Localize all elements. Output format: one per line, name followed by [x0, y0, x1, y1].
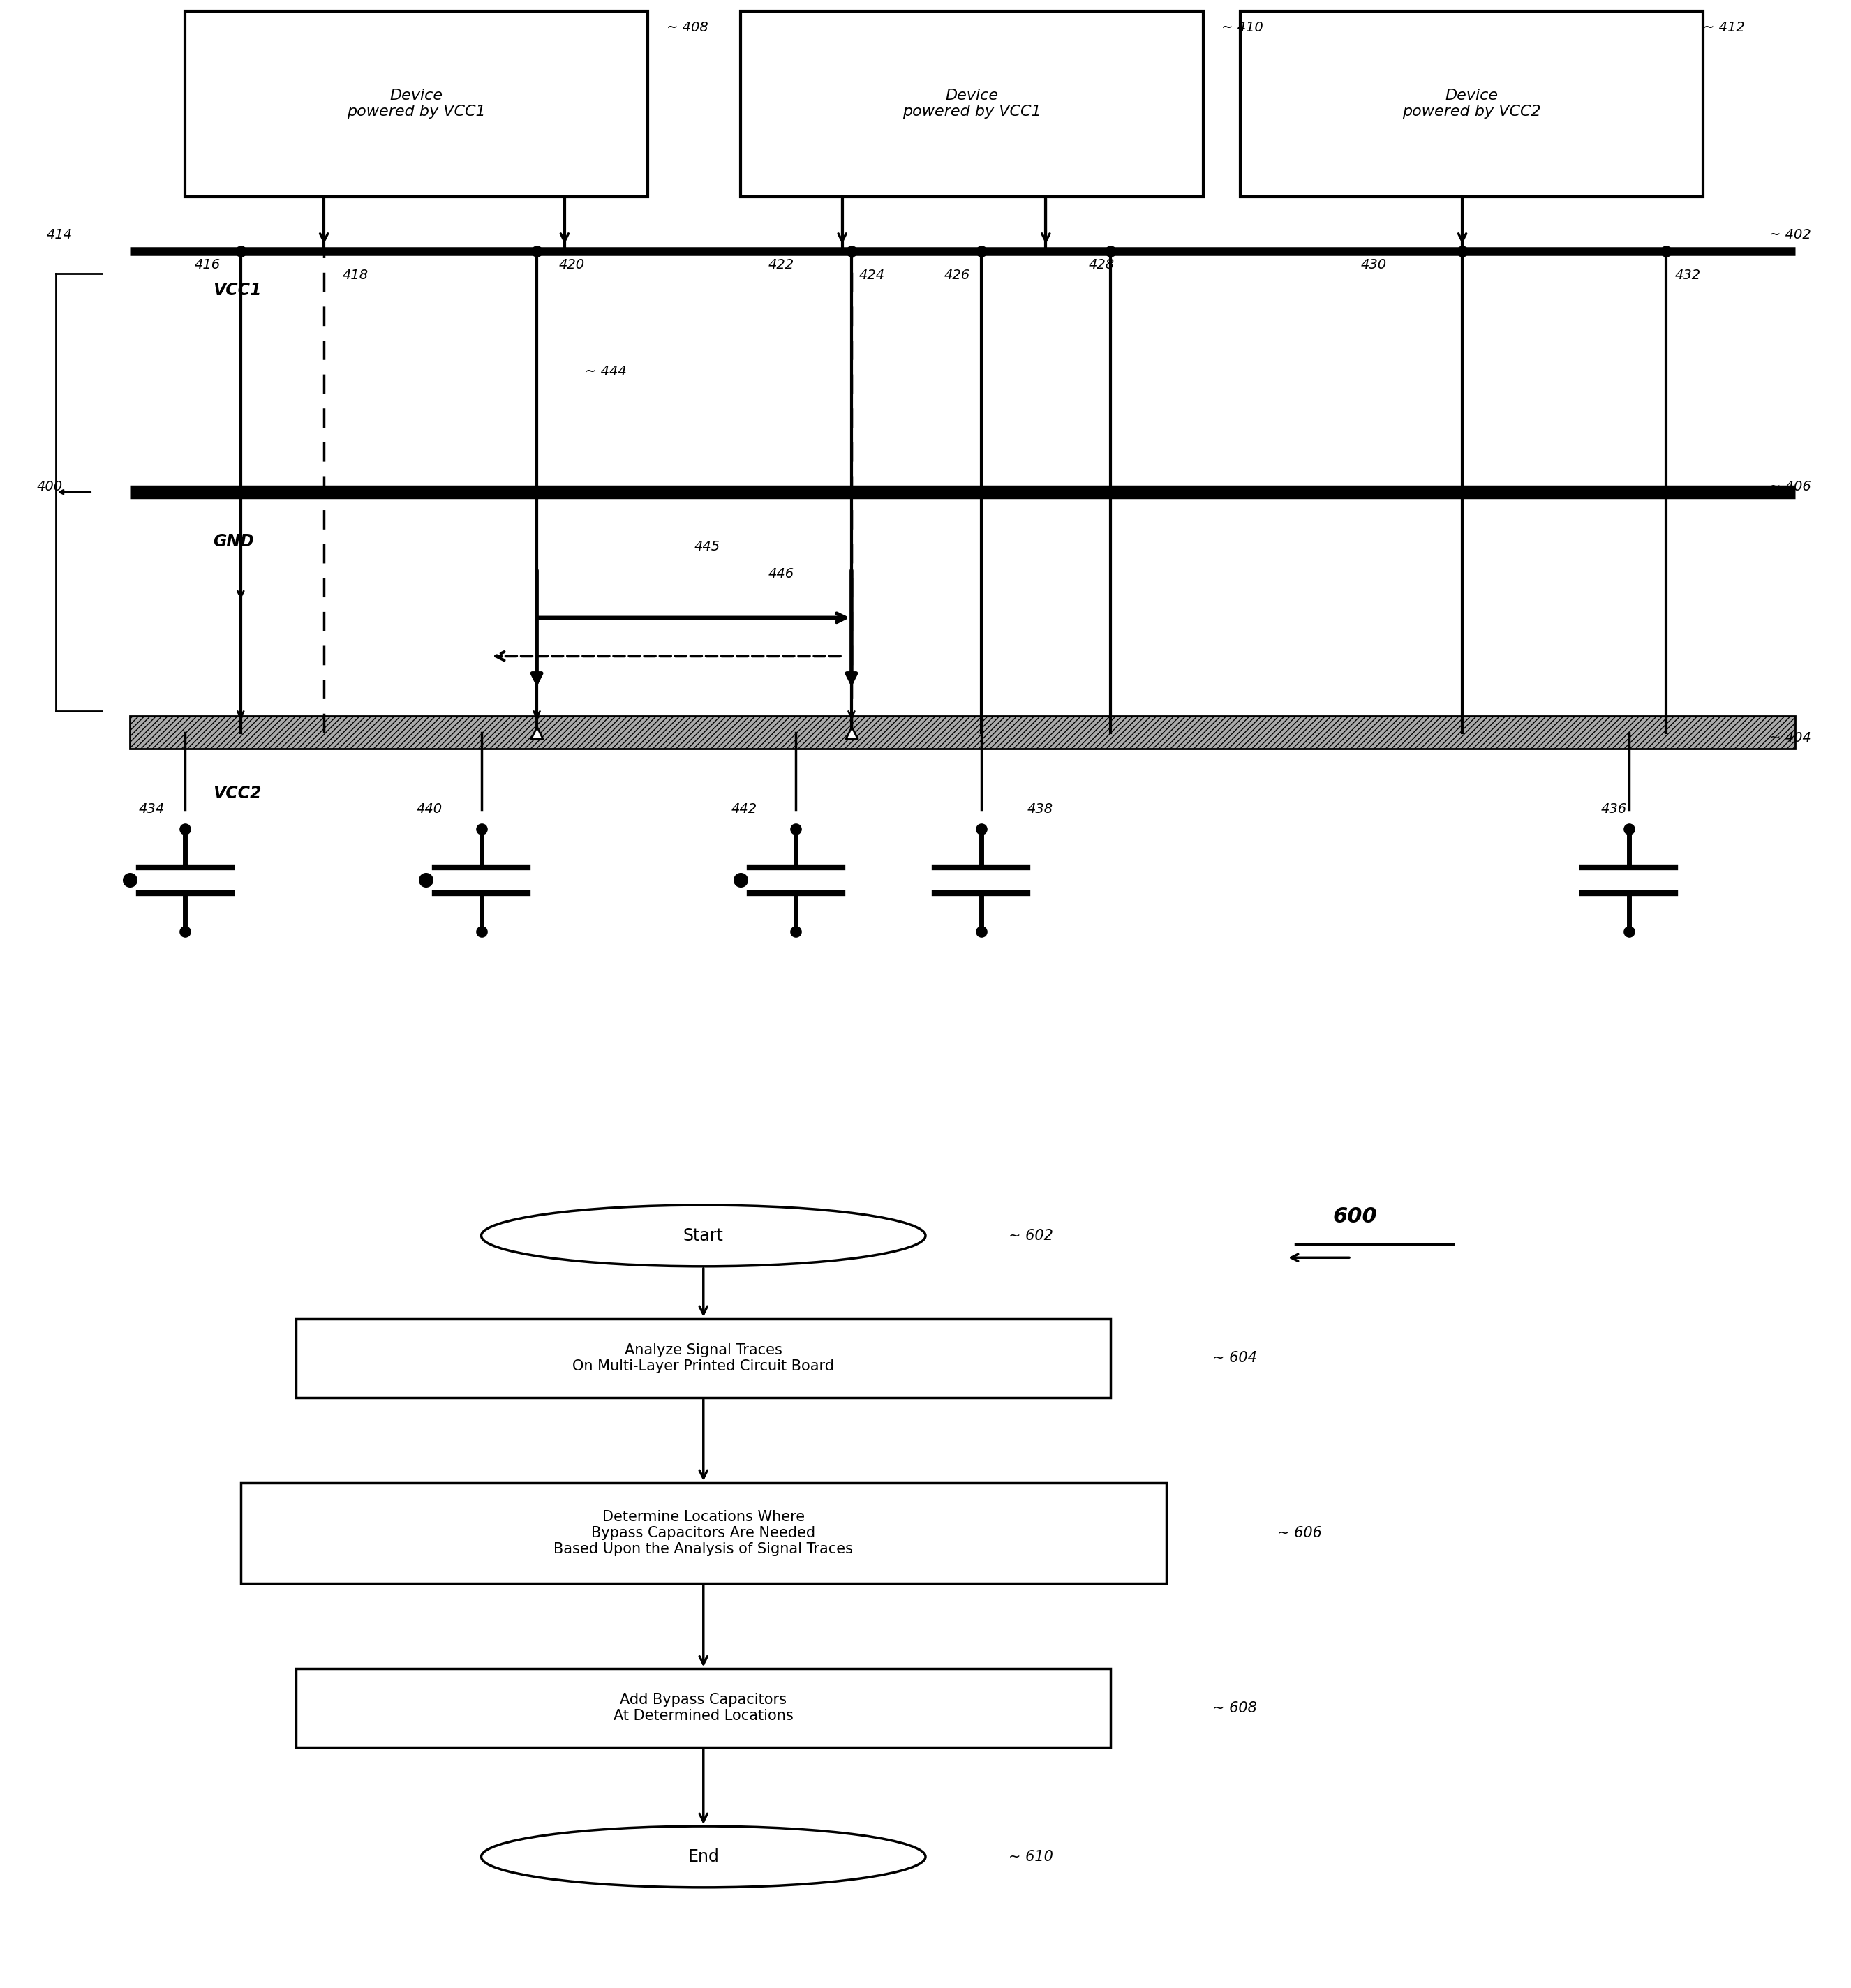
- Point: [1447, 237, 1477, 268]
- Text: VCC1: VCC1: [213, 282, 261, 298]
- Text: 432: 432: [1675, 268, 1701, 282]
- Text: 414: 414: [46, 229, 72, 243]
- FancyBboxPatch shape: [296, 1318, 1111, 1398]
- Point: [115, 865, 144, 897]
- Text: 600: 600: [1333, 1207, 1377, 1227]
- Text: Device
powered by VCC1: Device powered by VCC1: [348, 89, 485, 119]
- Point: [522, 716, 552, 747]
- Text: ~ 402: ~ 402: [1770, 229, 1812, 243]
- Text: 428: 428: [1088, 258, 1114, 270]
- Text: 442: 442: [731, 803, 757, 815]
- Point: [1096, 237, 1125, 268]
- Bar: [130, 716, 1795, 749]
- Point: [726, 865, 755, 897]
- Text: 436: 436: [1601, 803, 1627, 815]
- Point: [966, 916, 996, 948]
- Text: ~ 610: ~ 610: [1009, 1849, 1053, 1865]
- Text: 420: 420: [559, 258, 585, 270]
- Text: 400: 400: [37, 479, 63, 493]
- Text: 434: 434: [139, 803, 165, 815]
- Text: Add Bypass Capacitors
At Determined Locations: Add Bypass Capacitors At Determined Loca…: [613, 1694, 794, 1724]
- Text: ~ 412: ~ 412: [1703, 20, 1745, 34]
- Point: [966, 237, 996, 268]
- Text: GND: GND: [213, 533, 254, 551]
- FancyBboxPatch shape: [740, 12, 1203, 197]
- FancyBboxPatch shape: [296, 1668, 1111, 1747]
- Text: ~ 410: ~ 410: [1222, 20, 1264, 34]
- Point: [1614, 813, 1644, 845]
- Point: [226, 237, 255, 268]
- Point: [966, 813, 996, 845]
- Point: [1614, 916, 1644, 948]
- Point: [522, 237, 552, 268]
- Text: 430: 430: [1360, 258, 1386, 270]
- Text: 445: 445: [694, 541, 720, 553]
- Text: ~ 404: ~ 404: [1770, 732, 1812, 746]
- Ellipse shape: [481, 1827, 926, 1887]
- Point: [411, 865, 441, 897]
- Point: [522, 477, 552, 509]
- Point: [781, 813, 811, 845]
- Text: Device
powered by VCC1: Device powered by VCC1: [903, 89, 1040, 119]
- Point: [226, 477, 255, 509]
- Text: ~ 608: ~ 608: [1212, 1702, 1257, 1716]
- Point: [1447, 477, 1477, 509]
- Text: 422: 422: [768, 258, 794, 270]
- FancyBboxPatch shape: [1240, 12, 1703, 197]
- FancyBboxPatch shape: [185, 12, 648, 197]
- Text: End: End: [689, 1849, 718, 1865]
- Text: 418: 418: [342, 268, 368, 282]
- Point: [466, 916, 496, 948]
- Point: [966, 477, 996, 509]
- Point: [837, 716, 866, 747]
- Point: [466, 813, 496, 845]
- Text: 424: 424: [859, 268, 885, 282]
- Text: Device
powered by VCC2: Device powered by VCC2: [1403, 89, 1540, 119]
- Text: Determine Locations Where
Bypass Capacitors Are Needed
Based Upon the Analysis o: Determine Locations Where Bypass Capacit…: [553, 1511, 853, 1557]
- Text: 446: 446: [768, 567, 794, 580]
- FancyBboxPatch shape: [241, 1483, 1166, 1582]
- Point: [837, 237, 866, 268]
- Point: [1096, 477, 1125, 509]
- Text: 438: 438: [1027, 803, 1053, 815]
- Text: VCC2: VCC2: [213, 785, 261, 801]
- Text: ~ 602: ~ 602: [1009, 1229, 1053, 1242]
- Point: [781, 916, 811, 948]
- Text: Analyze Signal Traces
On Multi-Layer Printed Circuit Board: Analyze Signal Traces On Multi-Layer Pri…: [572, 1344, 835, 1374]
- Point: [1651, 477, 1681, 509]
- Text: ~ 406: ~ 406: [1770, 479, 1812, 493]
- Point: [1651, 237, 1681, 268]
- Point: [170, 916, 200, 948]
- Text: ~ 604: ~ 604: [1212, 1352, 1257, 1366]
- Text: ~ 606: ~ 606: [1277, 1527, 1322, 1541]
- Ellipse shape: [481, 1205, 926, 1266]
- Text: 440: 440: [416, 803, 442, 815]
- Point: [170, 813, 200, 845]
- Text: 426: 426: [944, 268, 970, 282]
- Text: ~ 408: ~ 408: [666, 20, 709, 34]
- Bar: [130, 716, 1795, 749]
- Text: 416: 416: [194, 258, 220, 270]
- Text: Start: Start: [683, 1227, 724, 1244]
- Point: [837, 477, 866, 509]
- Text: ~ 444: ~ 444: [585, 366, 627, 378]
